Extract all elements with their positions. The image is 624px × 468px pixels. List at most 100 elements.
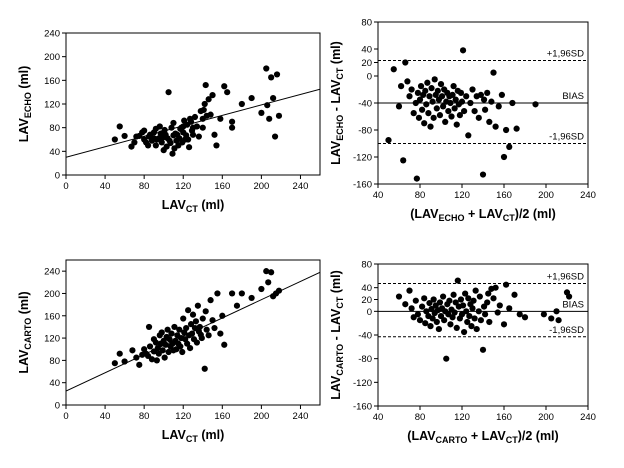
data-point [198, 334, 205, 342]
data-point [472, 287, 479, 294]
y-axis-label-part: LAV [17, 349, 31, 374]
data-point [152, 339, 159, 346]
x-axis-label: LAVCT (ml) [162, 198, 224, 214]
y-axis-label-part: CT [335, 296, 345, 308]
data-point [402, 301, 409, 308]
data-point [263, 65, 270, 72]
data-point [414, 311, 421, 318]
data-point [433, 318, 440, 326]
x-tick-label: 240 [580, 412, 596, 423]
data-point [484, 299, 491, 306]
data-point [156, 123, 163, 130]
data-point [213, 142, 220, 149]
x-tick-label: 240 [293, 411, 309, 422]
data-point [148, 356, 156, 363]
data-point [469, 305, 476, 312]
data-point [427, 323, 434, 330]
data-point [473, 325, 480, 333]
data-point [145, 323, 153, 331]
data-point [217, 115, 224, 122]
x-tick-label: 160 [214, 411, 230, 422]
x-axis-label-part: LAV [162, 428, 187, 442]
x-axis-label-part: )/2 (ml) [515, 207, 556, 221]
data-point [416, 317, 424, 324]
y-tick-label: -160 [353, 402, 372, 413]
data-point [451, 105, 458, 112]
y-axis-label: LAVECHO (ml) [17, 66, 33, 142]
data-point [121, 358, 128, 365]
data-point [486, 318, 493, 326]
x-axis-label: (LAVCARTO + LAVCT)/2 (ml) [407, 429, 558, 445]
data-point [486, 118, 493, 125]
y-tick-label: 80 [49, 123, 60, 134]
data-point [479, 171, 487, 178]
data-point [189, 131, 197, 138]
data-point [238, 100, 245, 108]
data-point [408, 305, 415, 312]
data-point [492, 123, 499, 130]
data-point [450, 291, 457, 298]
reference-line-label: +1,96SD [547, 48, 584, 59]
data-point [466, 312, 473, 320]
data-point [477, 91, 484, 98]
data-point [203, 326, 210, 333]
data-point [167, 139, 174, 147]
data-point [228, 118, 236, 125]
data-point [221, 341, 228, 348]
data-point [441, 317, 448, 324]
x-tick-label: 240 [293, 181, 309, 192]
x-tick-label: 240 [580, 190, 596, 201]
y-axis-label-part: (ml) [329, 41, 343, 67]
data-point [448, 113, 455, 120]
data-point [425, 110, 432, 117]
data-point [475, 308, 482, 315]
data-point [434, 87, 441, 94]
data-point [219, 312, 226, 319]
data-point [437, 81, 445, 88]
x-tick-label: 40 [373, 412, 384, 423]
data-point [258, 109, 265, 116]
data-point [199, 124, 206, 131]
data-point [275, 112, 283, 119]
y-tick-label: 40 [49, 147, 60, 158]
data-point [428, 85, 435, 92]
reference-line-label: BIAS [562, 299, 584, 310]
data-point [224, 89, 231, 96]
data-point [161, 354, 168, 361]
data-point [263, 268, 270, 275]
data-point [189, 311, 197, 318]
data-point [440, 293, 447, 300]
data-point [406, 287, 413, 294]
data-point [275, 287, 283, 294]
data-point [479, 346, 487, 353]
data-point [465, 295, 472, 302]
x-tick-label: 80 [415, 412, 426, 423]
y-axis-label: LAVCARTO (ml) [17, 291, 33, 373]
data-point [185, 144, 193, 151]
data-point [458, 98, 466, 105]
data-point [475, 114, 482, 121]
y-tick-label: -80 [358, 126, 372, 137]
data-point [426, 93, 433, 100]
data-point [201, 100, 208, 108]
data-point [238, 290, 245, 297]
data-point [500, 153, 508, 161]
data-point [442, 118, 449, 125]
data-point [168, 330, 175, 337]
data-point [233, 302, 241, 309]
data-point [185, 136, 192, 143]
y-axis-label-part: CARTO [23, 318, 33, 350]
y-axis-label-part: LAV [17, 118, 31, 143]
y-tick-label: 80 [49, 356, 60, 367]
data-point [482, 311, 489, 318]
y-tick-label: 40 [361, 283, 372, 294]
data-point [449, 314, 456, 321]
reference-line-label: -1,96SD [549, 325, 584, 336]
data-point [176, 326, 183, 333]
x-axis-label-part: (ml) [198, 198, 224, 212]
data-point [461, 328, 468, 336]
x-tick-label: 200 [538, 412, 554, 423]
x-axis-label-part: )/2 (ml) [518, 429, 559, 443]
data-point [266, 115, 273, 122]
x-axis-label-part: CARTO [436, 435, 468, 445]
